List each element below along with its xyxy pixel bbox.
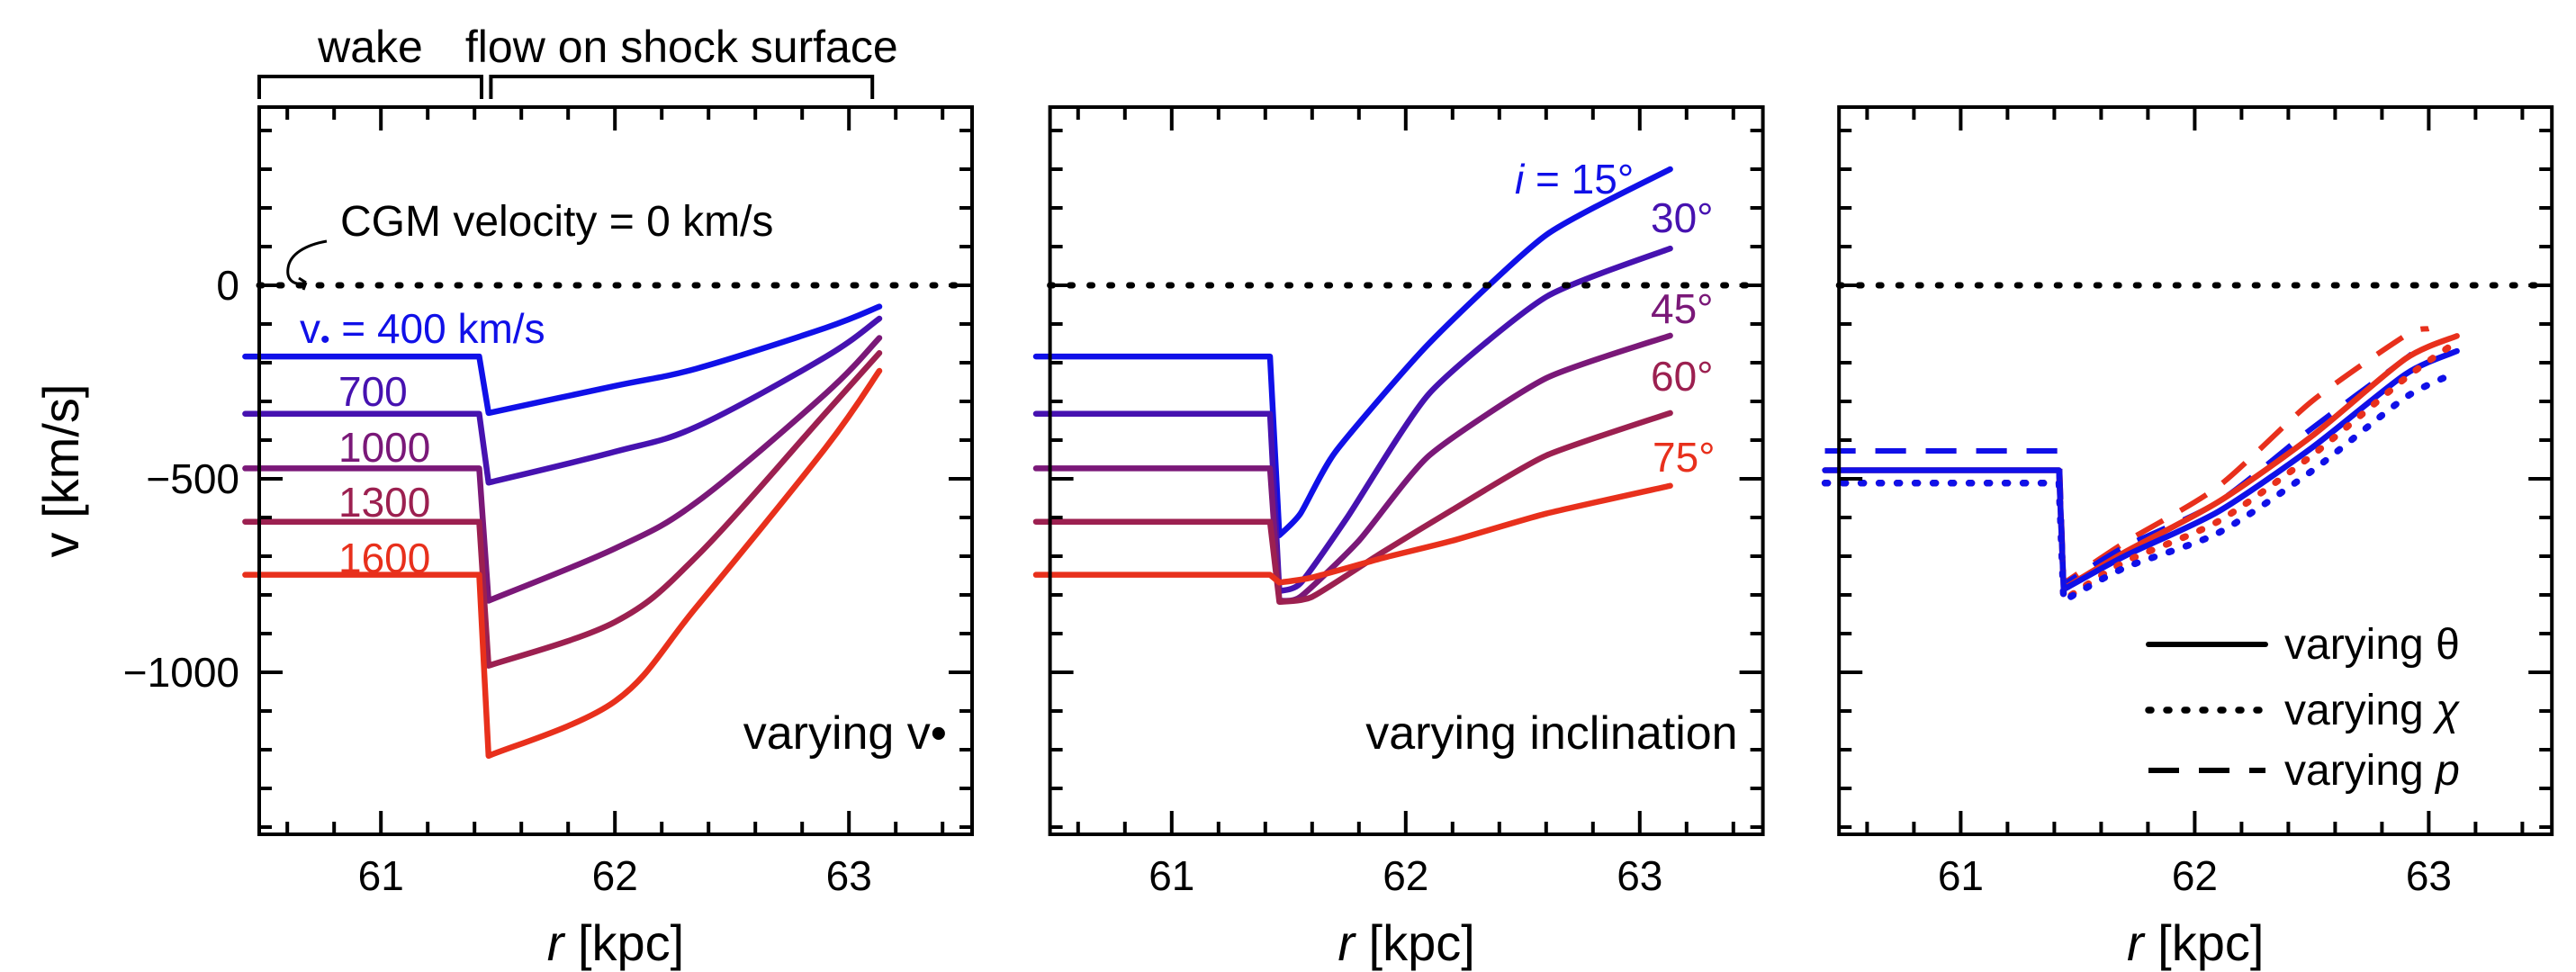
svg-text:i = 15°: i = 15° [1515,156,1634,202]
svg-text:varying θ: varying θ [2284,621,2460,669]
svg-text:r [kpc]: r [kpc] [1338,914,1474,971]
svg-text:63: 63 [2406,852,2452,899]
svg-text:r [kpc]: r [kpc] [2127,914,2264,971]
svg-text:30°: 30° [1651,194,1714,241]
svg-text:−500: −500 [146,455,239,502]
svg-text:63: 63 [1617,852,1662,899]
svg-text:r [kpc]: r [kpc] [547,914,684,971]
svg-text:flow on shock surface: flow on shock surface [465,22,898,72]
svg-text:1000: 1000 [338,424,430,471]
svg-text:varying p: varying p [2284,747,2460,795]
svg-text:62: 62 [592,852,638,899]
svg-text:61: 61 [358,852,404,899]
svg-text:0: 0 [216,262,239,309]
svg-text:−1000: −1000 [123,649,239,696]
svg-text:1300: 1300 [338,479,430,526]
svg-text:varying χ: varying χ [2284,687,2460,734]
svg-text:61: 61 [1148,852,1194,899]
svg-text:45°: 45° [1651,285,1714,332]
svg-text:63: 63 [826,852,872,899]
svg-text:wake: wake [317,22,423,72]
svg-text:CGM velocity = 0 km/s: CGM velocity = 0 km/s [340,198,773,246]
svg-text:varying v•: varying v• [743,707,947,760]
svg-text:60°: 60° [1651,353,1714,400]
svg-text:v [km/s]: v [km/s] [32,384,89,558]
svg-text:61: 61 [1938,852,1984,899]
svg-text:62: 62 [2172,852,2218,899]
svg-text:1600: 1600 [338,535,430,581]
svg-text:75°: 75° [1653,434,1716,481]
svg-text:700: 700 [338,368,408,415]
svg-text:v• = 400 km/s: v• = 400 km/s [300,305,545,355]
svg-text:62: 62 [1383,852,1428,899]
svg-text:varying inclination: varying inclination [1365,707,1737,760]
